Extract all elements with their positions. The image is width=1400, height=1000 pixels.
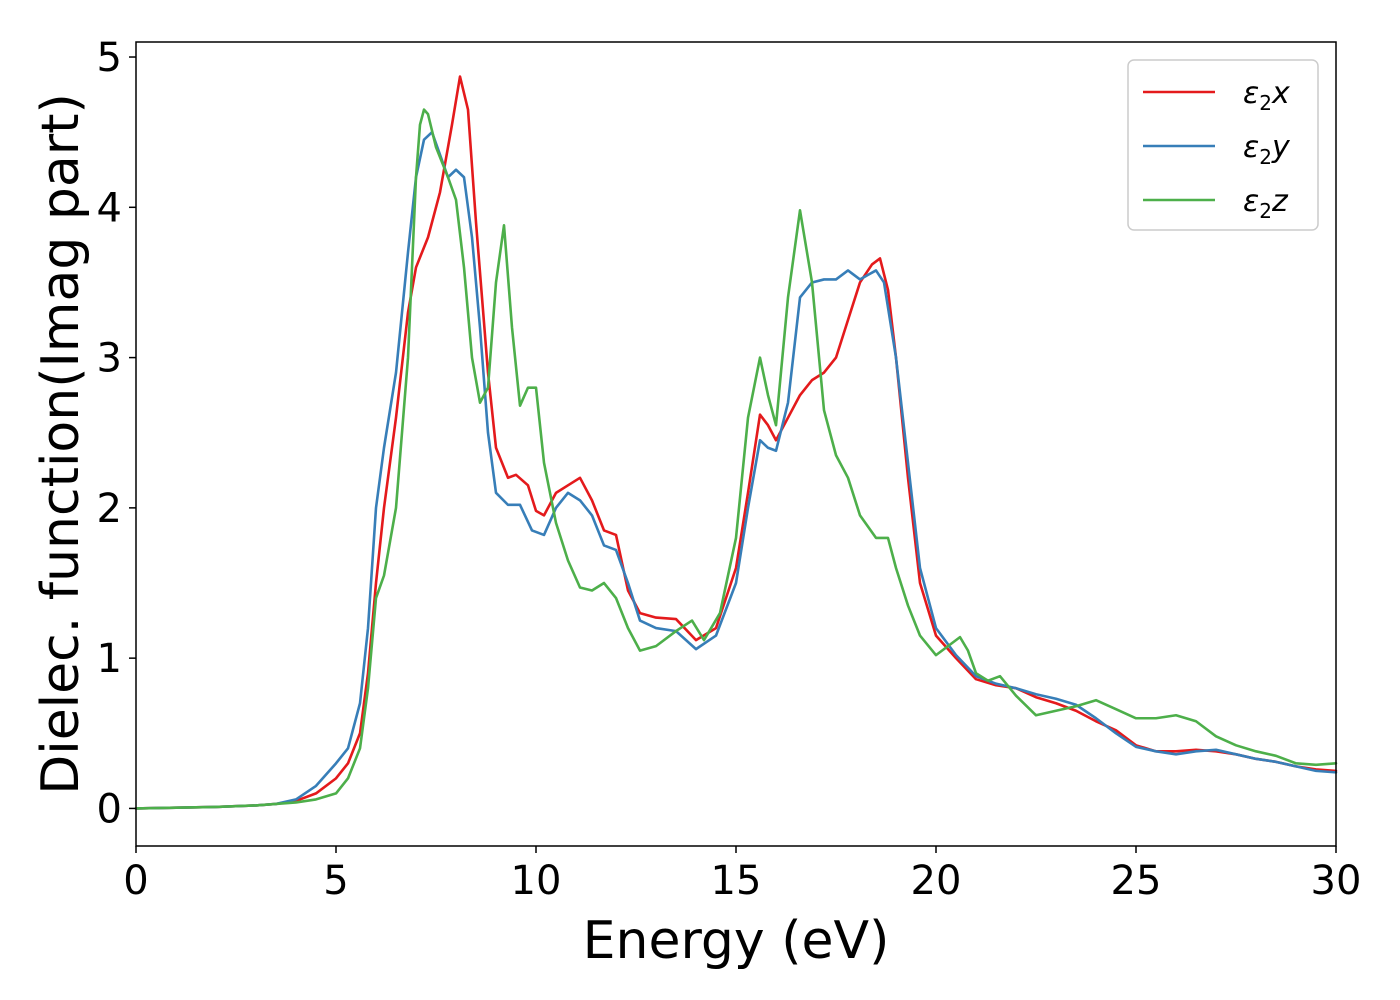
x-tick-label: 20 — [911, 858, 962, 904]
y-tick-label: 0 — [97, 786, 122, 832]
legend: ε2x ε2y ε2z — [1127, 59, 1319, 231]
x-tick-label: 15 — [711, 858, 762, 904]
y-tick-label: 5 — [97, 35, 122, 81]
x-tick-label: 10 — [511, 858, 562, 904]
y-tick-label: 1 — [97, 636, 122, 682]
x-axis-title: Energy (eV) — [583, 911, 890, 971]
y-tick-label: 4 — [97, 185, 122, 231]
x-tick-label: 25 — [1111, 858, 1162, 904]
y-tick-label: 3 — [97, 336, 122, 382]
series-line-x — [134, 75, 1338, 810]
legend-box — [1127, 59, 1319, 231]
series-line-y — [134, 130, 1338, 810]
x-tick-label: 30 — [1311, 858, 1362, 904]
plot-lines — [134, 75, 1338, 810]
legend-label-y: ε2y — [1243, 130, 1291, 169]
legend-label-z: ε2z — [1243, 184, 1289, 223]
x-tick-label: 5 — [323, 858, 348, 904]
y-axis: 0 1 2 3 4 5 — [97, 35, 136, 832]
y-tick-label: 2 — [97, 486, 122, 532]
x-axis: 0 5 10 15 20 25 30 — [123, 846, 1361, 904]
x-tick-label: 0 — [123, 858, 148, 904]
series-line-z — [134, 108, 1338, 810]
legend-label-x: ε2x — [1243, 76, 1290, 115]
y-axis-title: Dielec. function(Imag part) — [31, 93, 91, 795]
